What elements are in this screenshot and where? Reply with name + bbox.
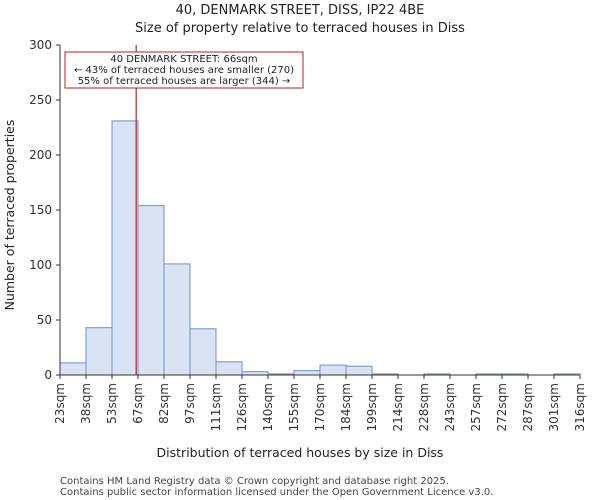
histogram-bar — [345, 365, 373, 376]
annotation-line-larger: 55% of terraced houses are larger (344) … — [78, 76, 291, 87]
ticks-layer: 0 50 100 150 200 250 300 23sqm 38sqm 53sqm 67sqm 82… — [29, 38, 587, 431]
x-axis-label: Distribution of terraced houses by size … — [157, 445, 444, 460]
histogram-bar — [85, 327, 113, 376]
x-tick-label: 155sqm — [287, 383, 301, 431]
histogram-bar — [137, 205, 165, 376]
x-tick-label: 257sqm — [469, 383, 483, 431]
y-tick-label: 250 — [29, 93, 52, 107]
y-tick-label: 100 — [29, 258, 52, 272]
x-tick-label: 23sqm — [53, 383, 67, 424]
histogram-bar — [163, 263, 191, 376]
histogram-bar — [215, 361, 243, 376]
x-tick-label: 126sqm — [235, 383, 249, 431]
x-tick-label: 67sqm — [131, 383, 145, 424]
x-tick-label: 199sqm — [365, 383, 379, 431]
x-tick-label: 38sqm — [79, 383, 93, 424]
x-tick-label: 111sqm — [209, 383, 223, 431]
x-tick-label: 287sqm — [521, 383, 535, 431]
x-tick-label: 243sqm — [443, 383, 457, 431]
histogram-bar — [319, 364, 347, 376]
y-axis-label: Number of terraced properties — [2, 120, 17, 311]
chart-title: 40, DENMARK STREET, DISS, IP22 4BE — [176, 3, 425, 18]
y-tick-label: 0 — [44, 368, 52, 382]
x-tick-label: 184sqm — [339, 383, 353, 431]
y-tick-label: 150 — [29, 203, 52, 217]
x-tick-label: 170sqm — [313, 383, 327, 431]
y-tick-label: 200 — [29, 148, 52, 162]
histogram-bar — [189, 328, 217, 376]
x-tick-label: 228sqm — [417, 383, 431, 431]
annotation-box — [64, 51, 304, 89]
x-tick-label: 82sqm — [157, 383, 171, 424]
histogram-bar — [111, 120, 139, 376]
x-tick-label: 97sqm — [183, 383, 197, 424]
histogram-bar — [293, 370, 321, 376]
x-tick-label: 53sqm — [105, 383, 119, 424]
histogram-bar — [59, 362, 87, 376]
footer-line-2: Contains public sector information licen… — [60, 487, 493, 498]
footer-line-1: Contains HM Land Registry data © Crown c… — [60, 476, 449, 487]
y-tick-label: 300 — [29, 38, 52, 52]
x-tick-label: 214sqm — [391, 383, 405, 431]
bars-layer — [59, 120, 581, 376]
x-tick-label: 140sqm — [261, 383, 275, 431]
annotation-line-title: 40 DENMARK STREET: 66sqm — [110, 54, 257, 65]
y-tick-label: 50 — [37, 313, 52, 327]
x-tick-label: 272sqm — [495, 383, 509, 431]
annotation-line-smaller: ← 43% of terraced houses are smaller (27… — [74, 65, 294, 76]
chart-subtitle: Size of property relative to terraced ho… — [135, 21, 465, 36]
x-tick-label: 301sqm — [547, 383, 561, 431]
x-tick-label: 316sqm — [573, 383, 587, 431]
